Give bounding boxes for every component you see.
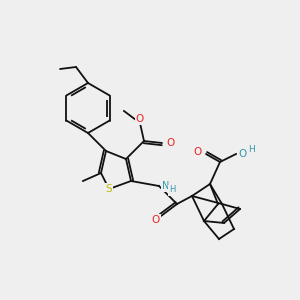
Text: O: O <box>238 149 246 159</box>
Text: O: O <box>152 215 160 225</box>
Text: S: S <box>106 184 112 194</box>
Text: H: H <box>248 146 255 154</box>
Text: O: O <box>194 147 202 157</box>
Text: O: O <box>136 114 144 124</box>
Text: H: H <box>169 185 175 194</box>
Text: O: O <box>166 138 174 148</box>
Text: N: N <box>162 181 169 191</box>
